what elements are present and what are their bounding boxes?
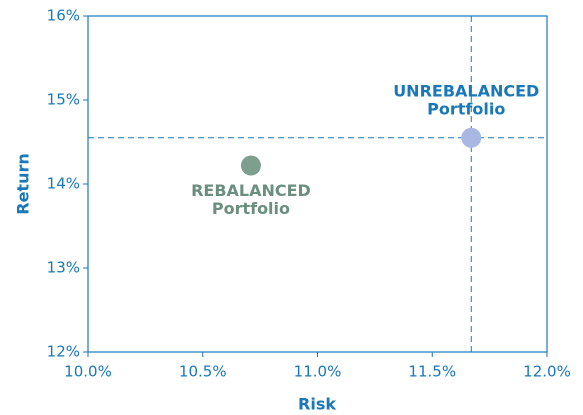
y-axis-label: Return (14, 153, 33, 215)
x-tick-label: 11.0% (294, 363, 342, 381)
x-tick-label: 10.5% (179, 363, 227, 381)
point (461, 127, 482, 148)
x-tick-label: 12.0% (523, 363, 571, 381)
x-axis-label: Risk (298, 395, 336, 414)
y-tick-label: 13% (47, 259, 80, 277)
point-label: Portfolio (212, 199, 290, 218)
y-tick-label: 15% (47, 91, 80, 109)
x-tick-label: 10.0% (64, 363, 112, 381)
y-tick-label: 16% (47, 7, 80, 25)
y-tick-label: 14% (47, 175, 80, 193)
point-label: REBALANCED (191, 181, 311, 200)
point-label: Portfolio (427, 99, 505, 118)
plot-frame (87, 15, 548, 353)
point (240, 155, 261, 176)
x-tick-label: 11.5% (408, 363, 456, 381)
y-tick-label: 12% (47, 343, 80, 361)
point-label: UNREBALANCED (393, 81, 539, 100)
